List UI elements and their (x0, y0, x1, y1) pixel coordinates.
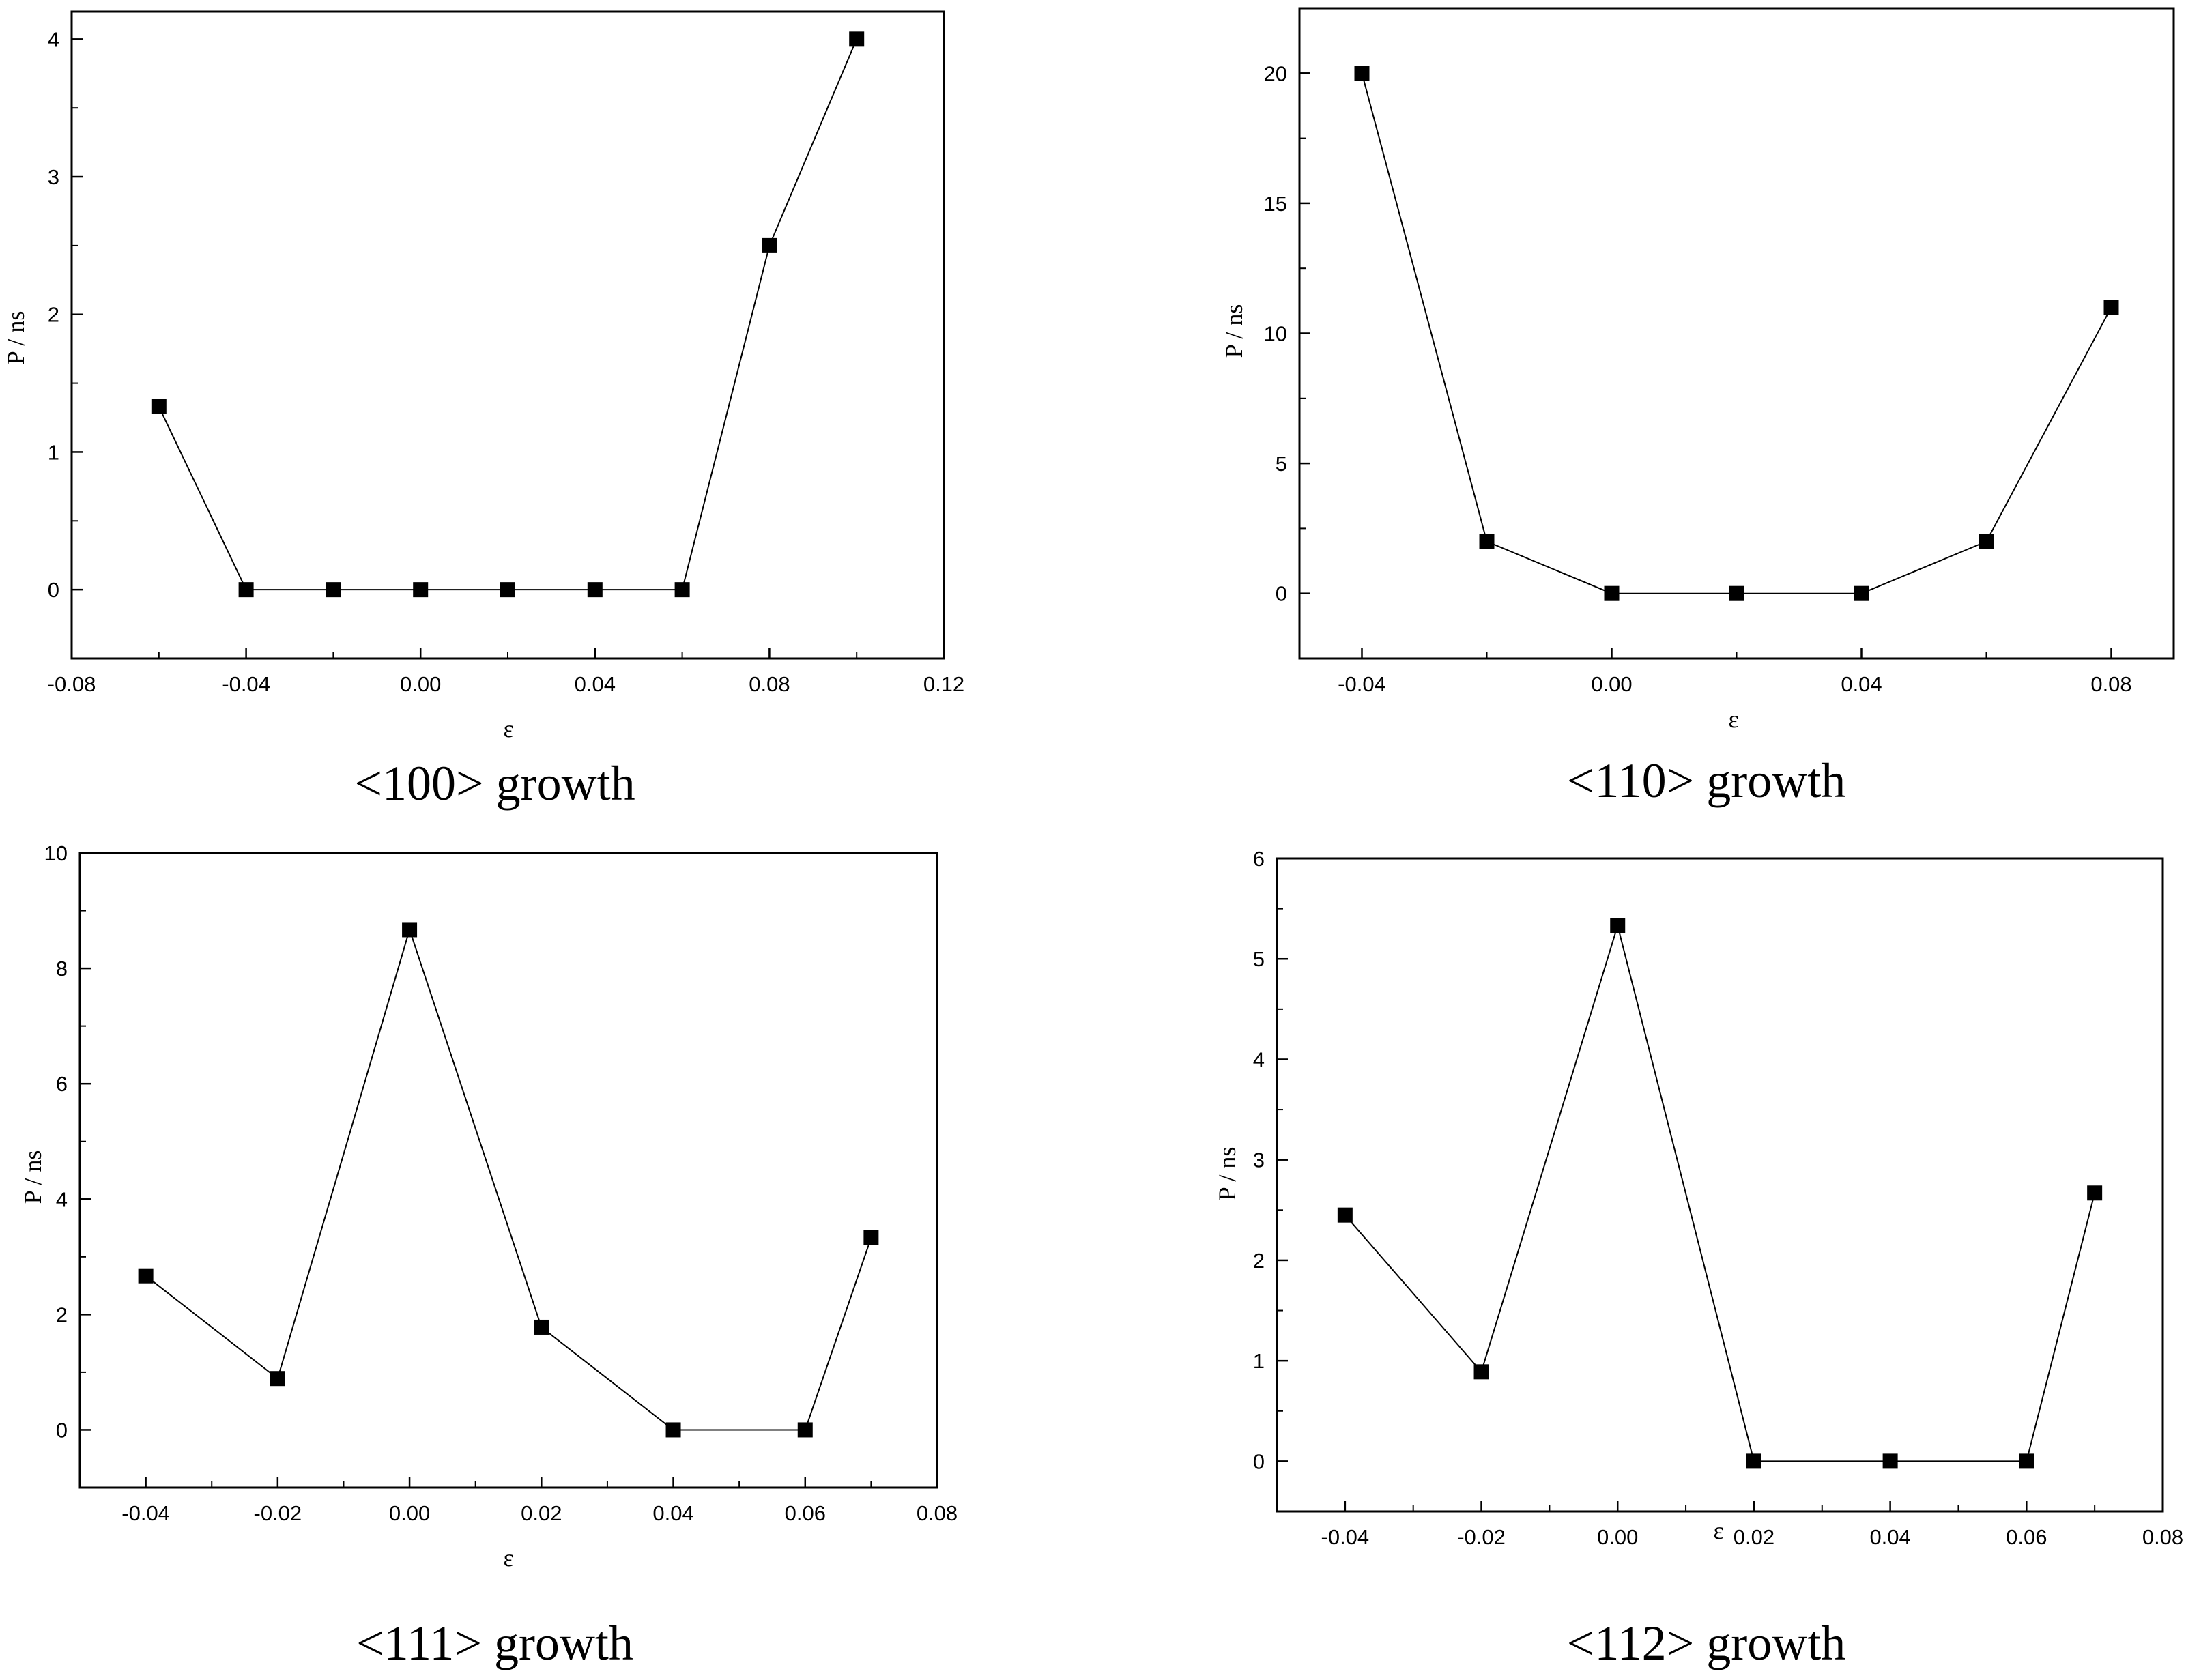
plot-frame (78, 852, 938, 1489)
x-tick-label: -0.04 (222, 672, 270, 696)
y-tick-label: 4 (56, 1187, 68, 1211)
x-axis-label: ε (1713, 1517, 1723, 1544)
x-tick-label: 0.06 (2006, 1525, 2047, 1549)
y-tick-label: 10 (44, 841, 68, 865)
y-axis-label: P / ns (1220, 304, 1248, 358)
x-tick-label: -0.02 (1457, 1525, 1506, 1549)
data-point (2019, 1453, 2034, 1469)
data-point (1479, 534, 1495, 549)
data-point (797, 1422, 813, 1438)
x-tick-label: 0.02 (1734, 1525, 1774, 1549)
panel-112-growth: P / ns ε <112> growth -0.04 -0.02 0.00 0.02… (1213, 847, 2183, 1670)
x-tick-label: 0.12 (923, 672, 964, 696)
data-point (2087, 1185, 2103, 1201)
data-point (413, 582, 429, 598)
data-point (151, 399, 167, 414)
data-point (2103, 300, 2119, 315)
data-point (326, 582, 341, 598)
x-tick-label: 0.00 (1591, 672, 1632, 696)
x-tick-label: -0.08 (48, 672, 96, 696)
y-tick-label: 0 (1276, 582, 1287, 606)
y-tick-label: 4 (48, 27, 59, 51)
y-tick-label: 5 (1253, 947, 1265, 971)
y-tick-label: 2 (56, 1303, 68, 1327)
data-point (587, 582, 603, 598)
x-tick-label: -0.04 (121, 1501, 170, 1525)
panel-110-growth: P / ns ε <110> growth -0.04 0.00 0.04 0.08 0… (1220, 7, 2175, 808)
x-tick-label: 0.04 (652, 1501, 693, 1525)
y-tick-label: 20 (1264, 61, 1287, 85)
x-tick-label: 0.08 (2142, 1525, 2183, 1549)
y-tick-label: 6 (1253, 847, 1265, 871)
panel-111-growth: P / ns ε <111> growth -0.04 -0.02 0.00 0.02… (19, 841, 958, 1670)
data-point (1746, 1453, 1761, 1469)
x-tick-label: 0.08 (917, 1501, 958, 1525)
x-tick-label: 0.04 (1869, 1525, 1910, 1549)
data-point (1337, 1207, 1353, 1223)
data-point (1729, 585, 1744, 601)
y-tick-label: 2 (1253, 1249, 1265, 1273)
y-axis-label: P / ns (1213, 1147, 1241, 1201)
y-tick-label: 0 (56, 1418, 68, 1442)
y-axis-label: P / ns (19, 1150, 46, 1204)
x-axis-label: ε (503, 1544, 513, 1572)
x-tick-label: 0.02 (521, 1501, 562, 1525)
y-tick-label: 0 (48, 578, 59, 602)
data-point (1473, 1364, 1489, 1380)
panel-caption: <100> growth (354, 756, 635, 811)
panel-caption: <110> growth (1567, 753, 1846, 808)
panel-caption: <111> growth (356, 1616, 633, 1670)
y-tick-label: 10 (1264, 322, 1287, 346)
y-tick-label: 2 (48, 303, 59, 327)
x-tick-label: 0.08 (2090, 672, 2131, 696)
data-point (238, 582, 254, 598)
data-point (849, 31, 865, 47)
y-tick-label: 3 (1253, 1148, 1265, 1172)
plot-frame (1276, 857, 2164, 1513)
x-tick-label: -0.04 (1321, 1525, 1370, 1549)
data-point (674, 582, 690, 598)
x-tick-label: 0.00 (400, 672, 441, 696)
x-axis-label: ε (1728, 706, 1738, 733)
data-point (1354, 66, 1370, 81)
x-tick-label: 0.00 (1597, 1525, 1638, 1549)
x-tick-label: -0.02 (254, 1501, 302, 1525)
panel-caption: <112> growth (1567, 1616, 1846, 1670)
data-point (1604, 585, 1620, 601)
y-tick-label: 0 (1253, 1449, 1265, 1473)
x-tick-label: 0.08 (749, 672, 790, 696)
data-point (762, 237, 777, 253)
y-tick-label: 6 (56, 1072, 68, 1096)
y-tick-label: 1 (1253, 1349, 1265, 1373)
y-tick-label: 5 (1276, 452, 1287, 476)
x-tick-label: 0.00 (389, 1501, 430, 1525)
data-point (534, 1319, 549, 1335)
y-tick-label: 15 (1264, 192, 1287, 216)
x-axis-label: ε (503, 715, 513, 742)
data-point (1882, 1453, 1898, 1469)
y-axis-label: P / ns (2, 311, 29, 365)
data-point (665, 1422, 681, 1438)
data-point (863, 1230, 879, 1245)
data-point (138, 1268, 154, 1284)
data-point (1854, 585, 1869, 601)
data-point (402, 922, 418, 938)
x-tick-label: 0.06 (785, 1501, 826, 1525)
y-tick-label: 1 (48, 440, 59, 464)
x-tick-label: 0.04 (575, 672, 616, 696)
data-point (1979, 534, 1994, 549)
x-tick-label: 0.04 (1841, 672, 1882, 696)
panel-100-growth: P / ns ε <100> growth -0.08 -0.04 0.00 0.04… (2, 10, 964, 811)
x-tick-label: -0.04 (1338, 672, 1386, 696)
y-tick-label: 3 (48, 165, 59, 189)
data-point (500, 582, 515, 598)
y-tick-label: 8 (56, 957, 68, 981)
y-tick-label: 4 (1253, 1047, 1265, 1071)
data-point (270, 1371, 285, 1387)
data-point (1610, 918, 1626, 933)
